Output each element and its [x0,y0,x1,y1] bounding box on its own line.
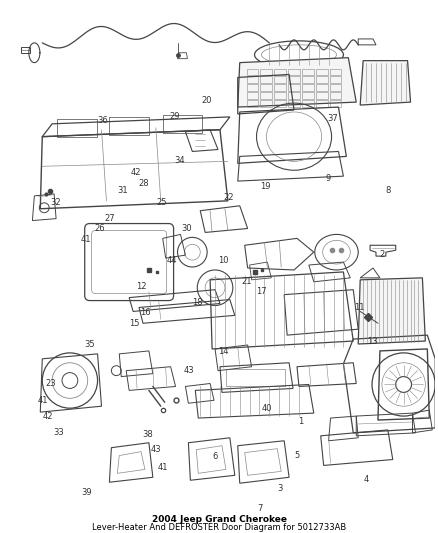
Text: 15: 15 [129,319,140,328]
Bar [288,100,300,107]
Text: 22: 22 [223,192,234,201]
Text: 5: 5 [294,451,300,461]
Text: 41: 41 [81,235,91,244]
Bar [274,69,286,76]
Bar [226,369,285,386]
Bar [329,84,342,91]
Text: 2004 Jeep Grand Cherokee: 2004 Jeep Grand Cherokee [152,515,286,524]
Text: 1: 1 [299,417,304,426]
Text: 9: 9 [325,174,331,183]
Text: 13: 13 [367,337,378,346]
Text: 2: 2 [380,251,385,260]
Bar [288,84,300,91]
Bar [316,100,328,107]
Text: 25: 25 [157,198,167,207]
Bar [316,84,328,91]
Bar [247,69,258,76]
Bar [247,84,258,91]
Bar [261,84,272,91]
Text: 30: 30 [181,224,192,233]
Text: 10: 10 [218,256,229,265]
Text: 26: 26 [95,224,106,233]
Bar [274,76,286,83]
Polygon shape [360,61,410,105]
Bar [302,69,314,76]
Text: 3: 3 [277,484,282,493]
Bar [110,117,149,135]
Bar [261,76,272,83]
Text: 27: 27 [105,214,115,223]
Text: 39: 39 [82,488,92,497]
Bar [329,69,342,76]
Text: 23: 23 [45,379,56,388]
Bar [261,100,272,107]
Bar [316,92,328,99]
Bar [302,84,314,91]
Text: 40: 40 [261,404,272,413]
Text: 34: 34 [174,156,184,165]
Text: 35: 35 [84,340,95,349]
Text: 41: 41 [37,396,48,405]
Bar [288,92,300,99]
Text: 31: 31 [118,185,128,195]
Text: 6: 6 [212,453,217,462]
Text: 19: 19 [261,182,271,191]
Text: 21: 21 [242,277,252,286]
Text: 20: 20 [201,96,212,105]
Text: 4: 4 [364,475,369,484]
Bar [329,76,342,83]
Bar [316,76,328,83]
Bar [247,100,258,107]
Text: 42: 42 [131,168,141,177]
Text: 8: 8 [386,185,391,195]
Text: 28: 28 [138,179,148,188]
Bar [302,76,314,83]
Bar [274,100,286,107]
Text: 11: 11 [354,303,365,312]
Bar [288,76,300,83]
Text: 18: 18 [192,298,203,307]
Text: 37: 37 [327,114,338,123]
Polygon shape [238,58,356,107]
Text: 41: 41 [158,463,168,472]
Text: 12: 12 [136,282,146,291]
Bar [274,84,286,91]
Text: 43: 43 [151,445,162,454]
Bar [302,100,314,107]
Text: 36: 36 [98,116,109,125]
Text: 38: 38 [142,430,153,439]
Text: 42: 42 [43,412,53,421]
Bar [329,92,342,99]
Bar [247,76,258,83]
Bar [288,69,300,76]
Text: 14: 14 [218,348,229,356]
Text: 32: 32 [50,198,61,207]
Text: 16: 16 [140,308,151,317]
Bar [329,100,342,107]
Bar [274,92,286,99]
Bar [316,69,328,76]
Text: Lever-Heater And DEFROSTER Door Diagram for 5012733AB: Lever-Heater And DEFROSTER Door Diagram … [92,523,346,532]
Bar [261,69,272,76]
Bar [261,92,272,99]
Bar [57,119,96,136]
Text: 29: 29 [170,112,180,121]
Text: 44: 44 [166,256,177,265]
Text: 33: 33 [53,428,64,437]
Text: 17: 17 [256,287,267,296]
Text: 7: 7 [258,504,263,513]
Bar [302,92,314,99]
Text: 43: 43 [184,366,194,375]
Polygon shape [358,278,425,344]
Bar [163,115,202,133]
Bar [247,92,258,99]
